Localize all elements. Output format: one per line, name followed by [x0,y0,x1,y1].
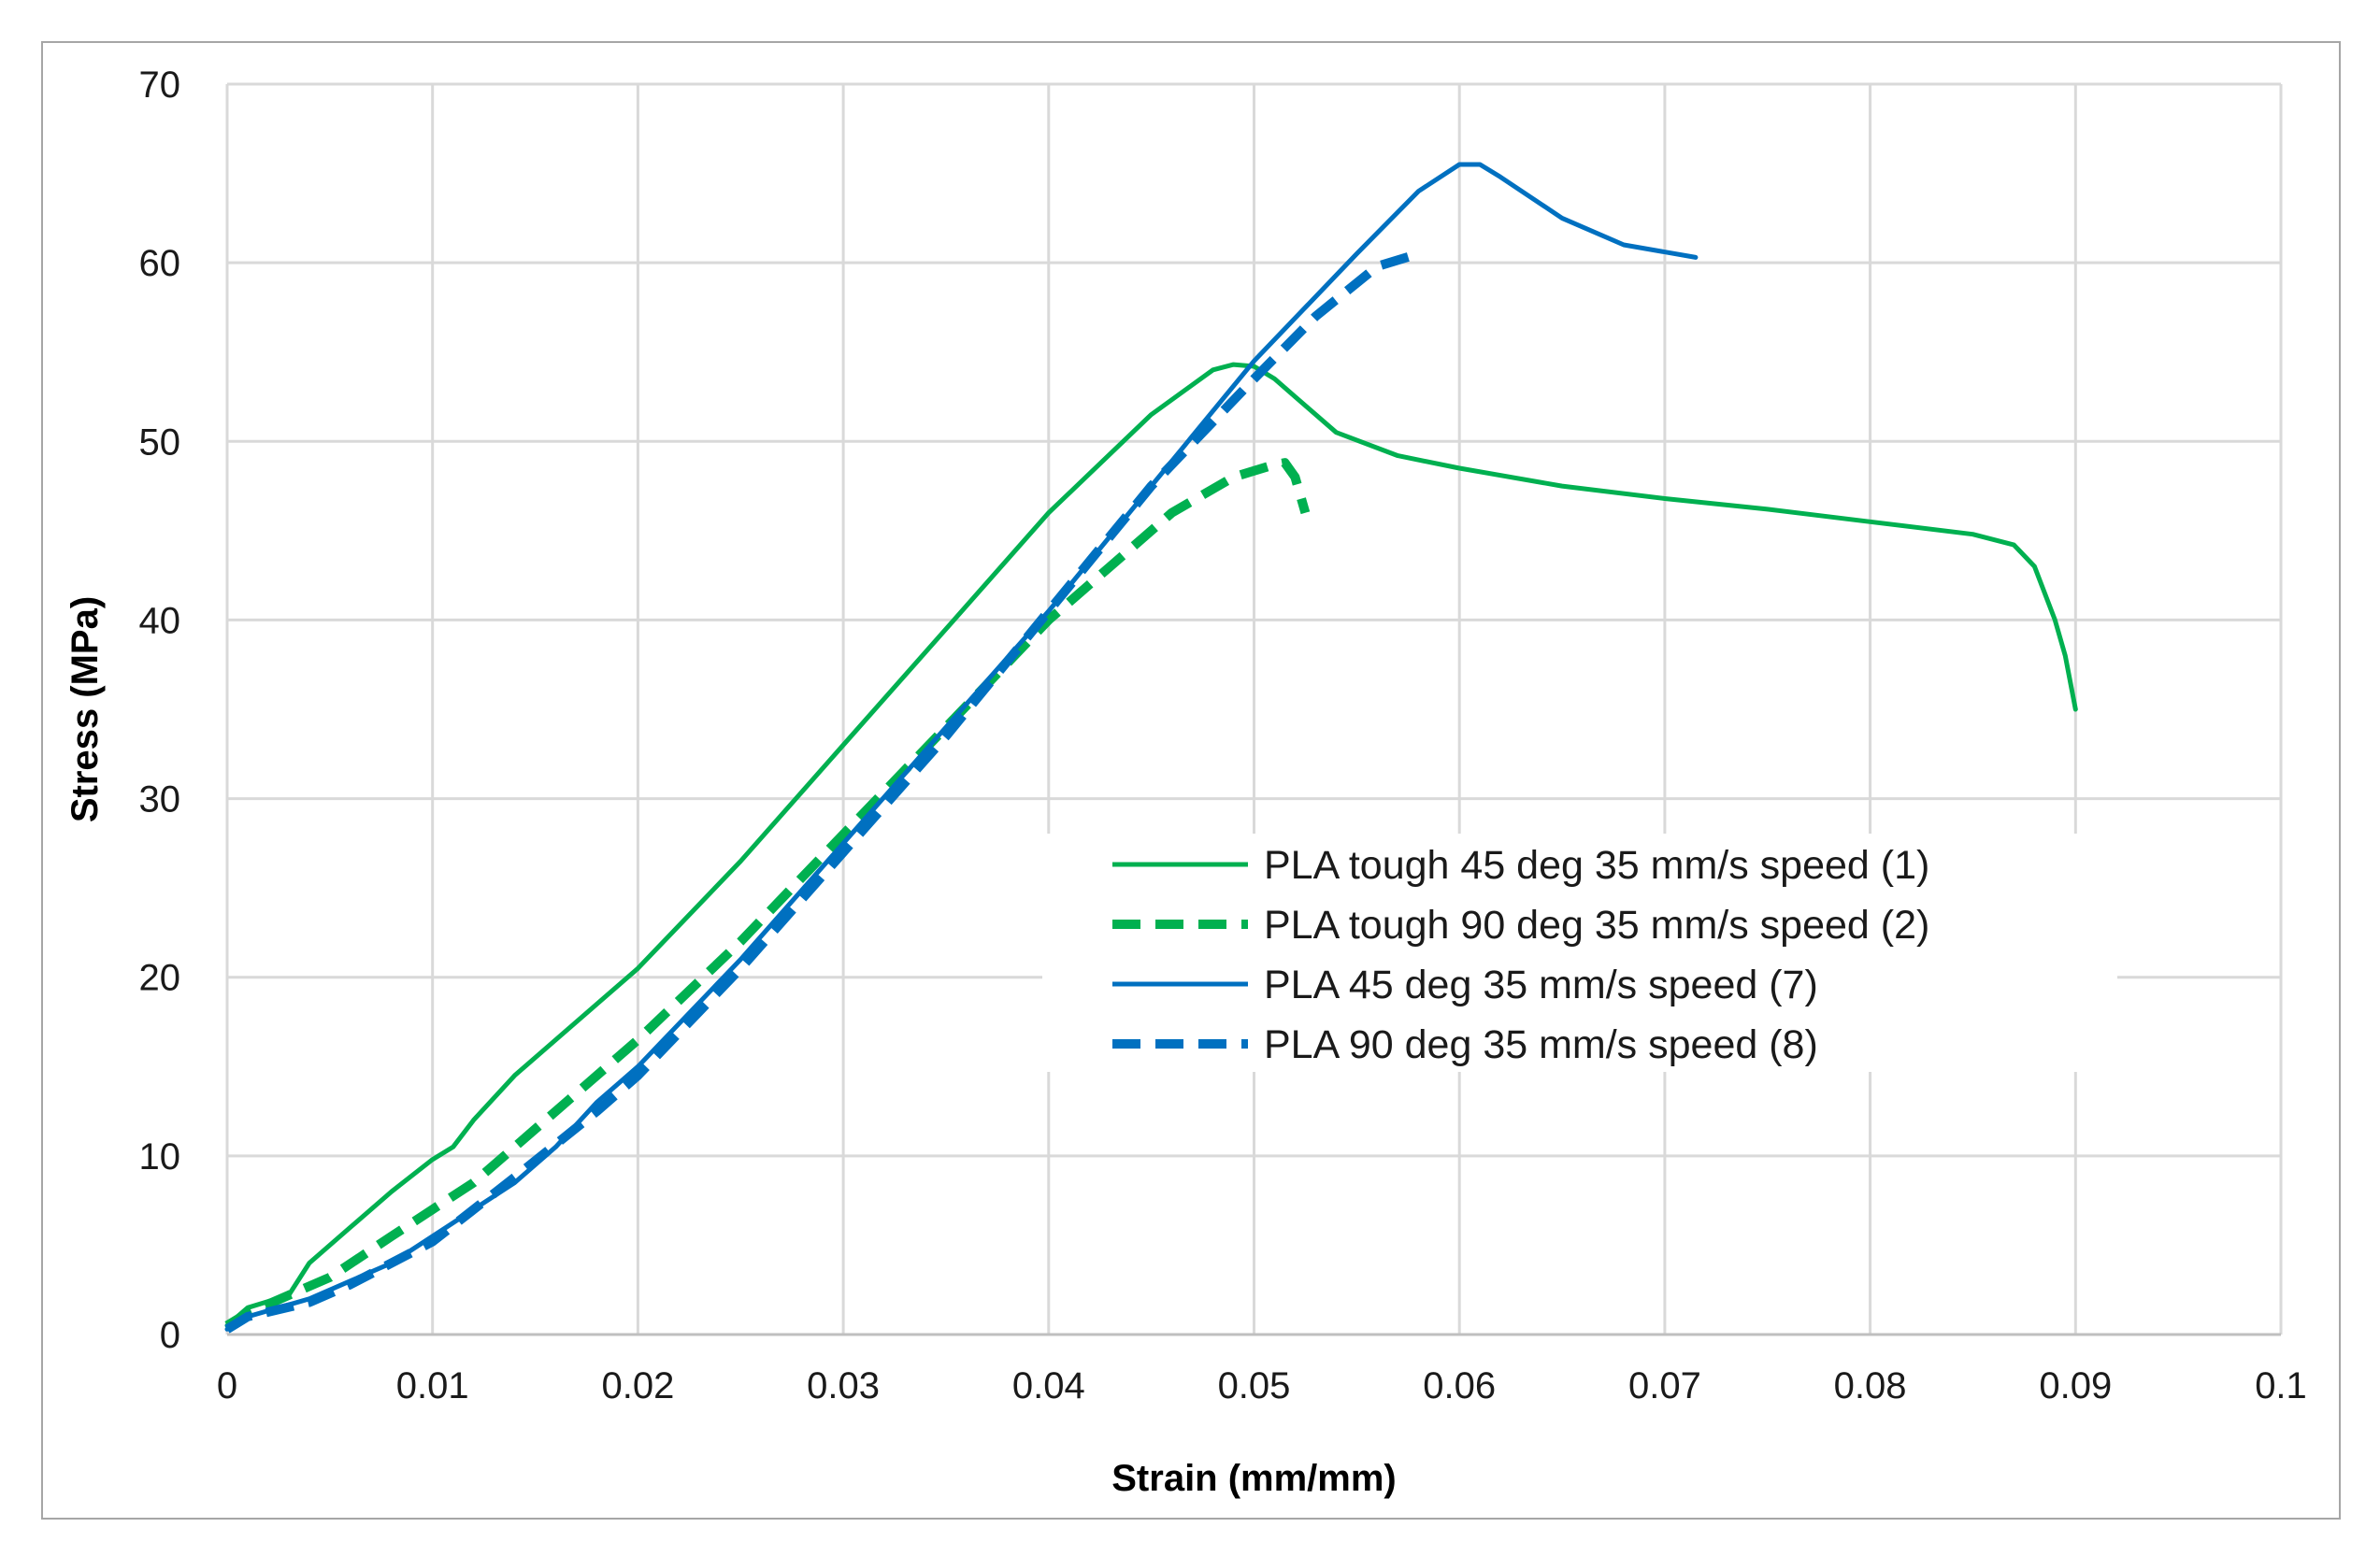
y-axis-title: Stress (MPa) [65,596,106,822]
series-line-3 [224,162,1699,1332]
x-tick-label: 0.06 [1423,1365,1496,1406]
x-tick-label: 0.1 [2255,1365,2307,1406]
x-tick-label: 0.07 [1628,1365,1701,1406]
y-tick-label: 70 [139,64,181,106]
y-tick-label: 50 [139,421,181,463]
y-tick-label: 60 [139,243,181,284]
x-tick-label: 0.05 [1218,1365,1291,1406]
axis-layer: 0 0.01 0.02 0.03 0.04 0.05 0.06 0.07 0.08 0.09 0.1… [139,64,2307,1406]
series-line-4 [224,249,1420,1334]
series-layer [224,162,2078,1334]
legend: PLA tough 45 deg 35 mm/s speed (1) PLA to… [1042,834,2117,1072]
x-axis-title: Strain (mm/mm) [1111,1458,1397,1499]
legend-label-2: PLA tough 90 deg 35 mm/s speed (2) [1264,903,1929,948]
legend-label-4: PLA 90 deg 35 mm/s speed (8) [1264,1022,1818,1067]
y-tick-label: 20 [139,958,181,999]
x-tick-label: 0.08 [1834,1365,1907,1406]
y-tick-label: 40 [139,600,181,641]
x-tick-label: 0.09 [2039,1365,2112,1406]
x-tick-label: 0.04 [1012,1365,1085,1406]
legend-label-3: PLA 45 deg 35 mm/s speed (7) [1264,963,1818,1007]
legend-label-1: PLA tough 45 deg 35 mm/s speed (1) [1264,843,1929,888]
x-tick-label: 0.03 [807,1365,880,1406]
grid-layer [225,82,2283,1336]
y-tick-label: 10 [139,1136,181,1178]
x-tick-label: 0 [217,1365,237,1406]
series-line-1 [224,362,2078,1328]
legend-box [1042,834,2117,1072]
y-tick-label: 30 [139,779,181,821]
chart-frame [41,41,2341,1520]
x-tick-label: 0.02 [601,1365,674,1406]
y-tick-label: 0 [160,1315,180,1356]
x-tick-label: 0.01 [396,1365,469,1406]
series-line-2 [224,458,1311,1330]
